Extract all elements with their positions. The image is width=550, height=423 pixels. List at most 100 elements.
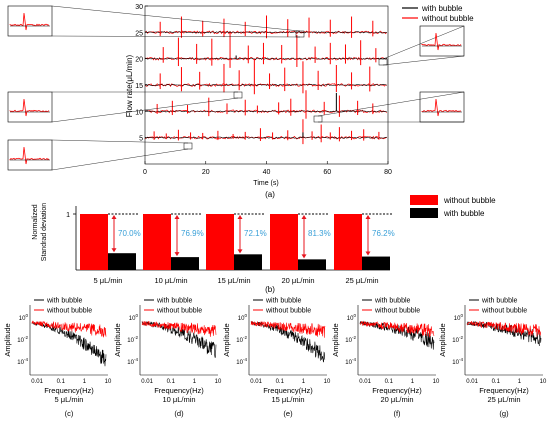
arrow-head-up	[111, 215, 117, 219]
psd-xtick-label: 1	[518, 379, 522, 385]
psd-legend-with-bubble: with bubble	[481, 298, 518, 305]
psd-xtick-label: 1	[302, 379, 306, 385]
bar-with-bubble	[171, 257, 199, 270]
panel-a-xtick-label: 80	[384, 169, 392, 176]
bar-without-bubble	[143, 214, 171, 270]
spectrum-without-bubble	[31, 320, 107, 338]
panel-a-ytick-label: 30	[135, 4, 143, 11]
panel-b-ylabel-line1: Normalized	[32, 204, 39, 240]
psd-ylabel: Amplitude	[3, 323, 12, 356]
psd-panel: Amplitude 100 10-2 10-4 0.01 0.1 1 10 Frequency(…	[331, 298, 440, 419]
arrow-head-down	[301, 254, 307, 259]
psd-panel: Amplitude 100 10-2 10-4 0.01 0.1 1 10 Frequency(…	[3, 298, 112, 419]
psd-panels: Amplitude 100 10-2 10-4 0.01 0.1 1 10 Frequency(…	[3, 298, 547, 419]
legend-label-without-bubble: without bubble	[421, 14, 474, 23]
psd-ytick-label: 10-4	[345, 357, 356, 366]
panel-a-ytick-label: 20	[135, 57, 143, 64]
panel-a-xtick-label: 20	[202, 169, 210, 176]
psd-xtick-label: 0.01	[141, 379, 153, 385]
trace-without-bubble-5	[144, 135, 387, 140]
panel-a-caption: (a)	[265, 190, 275, 199]
psd-legend-without-bubble: without bubble	[265, 308, 311, 315]
psd-caption: (f)	[393, 409, 401, 418]
panel-b: Normalized Standrad deviation 1 70.0% 5 μ…	[32, 195, 496, 294]
psd-ylabel: Amplitude	[438, 323, 447, 356]
psd-caption: (g)	[499, 409, 509, 418]
zoom-inset	[313, 91, 465, 123]
arrow-head-down	[174, 252, 180, 257]
legend-swatch-without-bubble	[410, 195, 438, 205]
panel-b-legend: without bubble with bubble	[410, 195, 496, 218]
bar-with-bubble	[298, 259, 326, 270]
psd-legend-without-bubble: without bubble	[481, 308, 527, 315]
legend-label-with-bubble: with bubble	[443, 209, 485, 218]
psd-legend-without-bubble: without bubble	[374, 308, 420, 315]
zoom-inset	[378, 25, 465, 66]
reduction-label: 81.3%	[308, 229, 331, 238]
spectrum-with-bubble	[250, 320, 326, 363]
bar-without-bubble	[334, 214, 362, 270]
zoom-inset	[7, 5, 305, 38]
psd-flow-label: 5 μL/min	[55, 395, 84, 404]
trace-with-bubble-5	[144, 136, 387, 139]
psd-ylabel: Amplitude	[222, 323, 231, 356]
panel-a-xtick-label: 60	[323, 169, 331, 176]
panel-a-ytick-label: 15	[135, 83, 143, 90]
bar-with-bubble	[234, 254, 262, 270]
psd-ytick-label: 100	[238, 313, 248, 322]
psd-ylabel: Amplitude	[331, 323, 340, 356]
trace-with-bubble-15	[144, 84, 387, 87]
bar-with-bubble	[362, 256, 390, 270]
panel-a-ytick-label: 25	[135, 30, 143, 37]
psd-xtick-label: 10	[215, 379, 222, 385]
panel-b-ylabel-line2: Standrad deviation	[41, 203, 48, 261]
spectrum-without-bubble	[466, 320, 541, 337]
legend-label-with-bubble: with bubble	[421, 4, 463, 13]
psd-legend-with-bubble: with bubble	[46, 298, 83, 305]
arrow-head-down	[365, 251, 371, 256]
psd-ytick-label: 10-2	[452, 335, 463, 344]
category-label: 25 μL/min	[345, 276, 378, 285]
psd-caption: (d)	[174, 409, 184, 418]
psd-flow-label: 25 μL/min	[487, 395, 520, 404]
psd-legend-without-bubble: without bubble	[156, 308, 202, 315]
psd-ytick-label: 10-4	[452, 357, 463, 366]
bar-with-bubble	[108, 253, 136, 270]
trace-without-bubble-25	[144, 30, 388, 35]
panel-a-xtick-label: 0	[143, 169, 147, 176]
panel-a: 0 20 40 60 80 5 10 15 20 25 30 Flow rate(μL/min) T…	[7, 4, 474, 199]
psd-ytick-label: 10-2	[236, 335, 247, 344]
panel-b-bars: 70.0% 5 μL/min 76.9% 10 μL/min 72.1% 15 μL/mi…	[80, 213, 395, 285]
trace-with-bubble-10	[144, 110, 387, 113]
psd-ytick-label: 10-4	[236, 357, 247, 366]
arrow-head-up	[301, 215, 307, 219]
psd-flow-label: 10 μL/min	[162, 395, 195, 404]
psd-xtick-label: 10	[324, 379, 331, 385]
legend-label-without-bubble: without bubble	[443, 196, 496, 205]
panel-a-legend: with bubble without bubble	[402, 4, 474, 23]
panel-a-ytick-label: 10	[135, 109, 143, 116]
psd-ytick-label: 100	[19, 313, 29, 322]
psd-flow-label: 15 μL/min	[271, 395, 304, 404]
psd-xtick-label: 0.1	[276, 379, 285, 385]
arrow-head-down	[237, 249, 243, 254]
psd-panel: Amplitude 100 10-2 10-4 0.01 0.1 1 10 Frequency(…	[438, 298, 547, 419]
arrow-head-up	[365, 215, 371, 219]
category-label: 15 μL/min	[217, 276, 250, 285]
psd-panel: Amplitude 100 10-2 10-4 0.01 0.1 1 10 Frequency(…	[222, 298, 331, 419]
psd-xtick-label: 0.1	[492, 379, 501, 385]
psd-xtick-label: 0.01	[250, 379, 262, 385]
psd-ytick-label: 10-2	[17, 335, 28, 344]
psd-xtick-label: 1	[193, 379, 197, 385]
psd-caption: (e)	[283, 409, 293, 418]
psd-ytick-label: 100	[347, 313, 357, 322]
panel-a-zoom-insets	[7, 5, 465, 171]
psd-legend-with-bubble: with bubble	[374, 298, 411, 305]
psd-xtick-label: 0.1	[385, 379, 394, 385]
psd-xtick-label: 0.01	[466, 379, 478, 385]
trace-with-bubble-20	[144, 57, 388, 60]
panel-a-traces	[144, 15, 388, 145]
panel-b-ytick-label: 1	[66, 212, 70, 219]
psd-legend-with-bubble: with bubble	[265, 298, 302, 305]
